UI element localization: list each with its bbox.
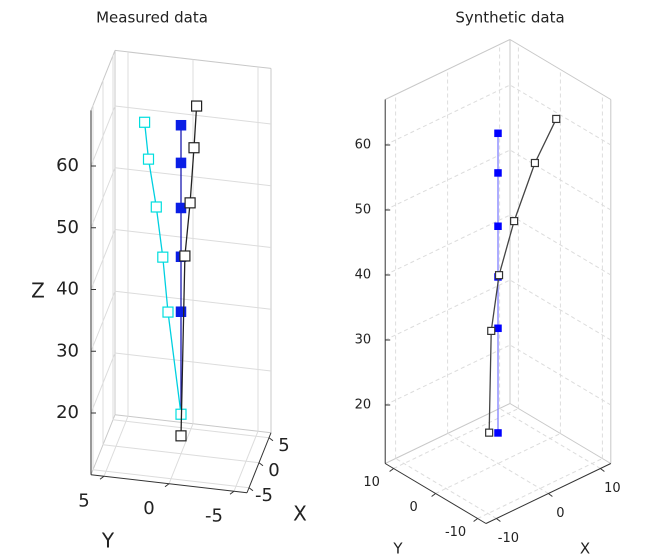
- box-edge: [509, 39, 612, 100]
- z-tick-label: 60: [355, 138, 372, 153]
- tick-mark: [229, 490, 235, 495]
- y-tick-label: 5: [78, 490, 89, 511]
- y-tick-label: -10: [445, 525, 466, 540]
- data-point: [485, 428, 494, 437]
- grid-line: [384, 214, 511, 276]
- x-axis-label: X: [293, 502, 307, 526]
- grid-line: [233, 431, 259, 492]
- z-tick-label: 20: [355, 398, 372, 413]
- data-point: [175, 119, 187, 131]
- data-point: [175, 306, 187, 317]
- data-point: [494, 271, 504, 280]
- y-tick-label: 0: [143, 498, 154, 519]
- data-point: [530, 158, 540, 168]
- x-tick-label: 0: [556, 506, 564, 521]
- data-point: [175, 430, 187, 442]
- data-point: [494, 129, 502, 138]
- grid-line: [447, 433, 549, 494]
- grid-line: [168, 423, 194, 484]
- tick-mark: [248, 487, 254, 492]
- grid-line: [509, 279, 612, 341]
- z-axis-label: Z: [31, 279, 45, 303]
- data-point: [142, 153, 155, 165]
- tick-mark: [600, 468, 605, 472]
- tick-mark: [258, 462, 264, 467]
- data-point: [188, 142, 200, 154]
- data-point: [487, 326, 496, 335]
- tick-mark: [99, 475, 105, 480]
- tick-mark: [473, 518, 478, 522]
- data-point: [494, 222, 502, 230]
- z-tick-label: 40: [355, 268, 372, 283]
- z-tick-label: 60: [56, 155, 79, 176]
- grid-line: [509, 214, 612, 276]
- y-axis-label: Y: [392, 540, 403, 558]
- data-point: [552, 114, 561, 124]
- data-point: [150, 201, 162, 213]
- tick-mark: [164, 483, 170, 488]
- z-tick-label: 30: [56, 340, 79, 361]
- x-tick-label: -10: [498, 531, 519, 546]
- data-point: [510, 217, 519, 226]
- grid-line: [395, 458, 497, 519]
- series-line: [488, 118, 557, 433]
- x-tick-label: 0: [268, 460, 279, 481]
- grid-line: [103, 416, 129, 477]
- data-point: [175, 157, 187, 169]
- data-point: [494, 324, 502, 333]
- tick-mark: [548, 493, 553, 497]
- y-axis-label: Y: [101, 529, 115, 553]
- z-tick-label: 50: [355, 203, 372, 218]
- grid-line: [384, 84, 511, 146]
- z-tick-label: 30: [355, 333, 372, 348]
- grid-line: [384, 344, 511, 406]
- chart-title: Measured data: [96, 9, 208, 27]
- data-point: [139, 116, 151, 128]
- chart-title: Synthetic data: [455, 9, 564, 27]
- grid-line: [384, 149, 511, 211]
- data-point: [184, 197, 196, 209]
- box-edge: [384, 39, 511, 100]
- x-tick-label: 10: [604, 481, 621, 496]
- x-tick-label: -5: [255, 485, 273, 506]
- data-point: [162, 306, 174, 318]
- grid-line: [435, 433, 561, 494]
- tick-mark: [496, 518, 501, 522]
- tick-mark: [431, 493, 436, 497]
- y-tick-label: 0: [409, 500, 417, 515]
- y-tick-label: 10: [363, 475, 380, 490]
- z-tick-label: 20: [56, 402, 79, 423]
- x-axis-label: X: [580, 540, 590, 558]
- z-tick-label: 50: [56, 217, 79, 238]
- data-point: [494, 429, 502, 437]
- series-line: [180, 106, 198, 436]
- z-tick-label: 40: [56, 279, 79, 300]
- data-point: [191, 100, 203, 112]
- y-tick-label: -5: [205, 505, 223, 526]
- series-line: [143, 122, 182, 415]
- data-point: [175, 202, 187, 214]
- data-point: [157, 251, 169, 263]
- grid-line: [477, 458, 603, 519]
- data-point: [494, 169, 502, 177]
- grid-line: [384, 279, 511, 341]
- tick-mark: [389, 468, 394, 472]
- data-point: [179, 250, 191, 262]
- tick-mark: [268, 437, 274, 442]
- x-tick-label: 5: [278, 435, 289, 456]
